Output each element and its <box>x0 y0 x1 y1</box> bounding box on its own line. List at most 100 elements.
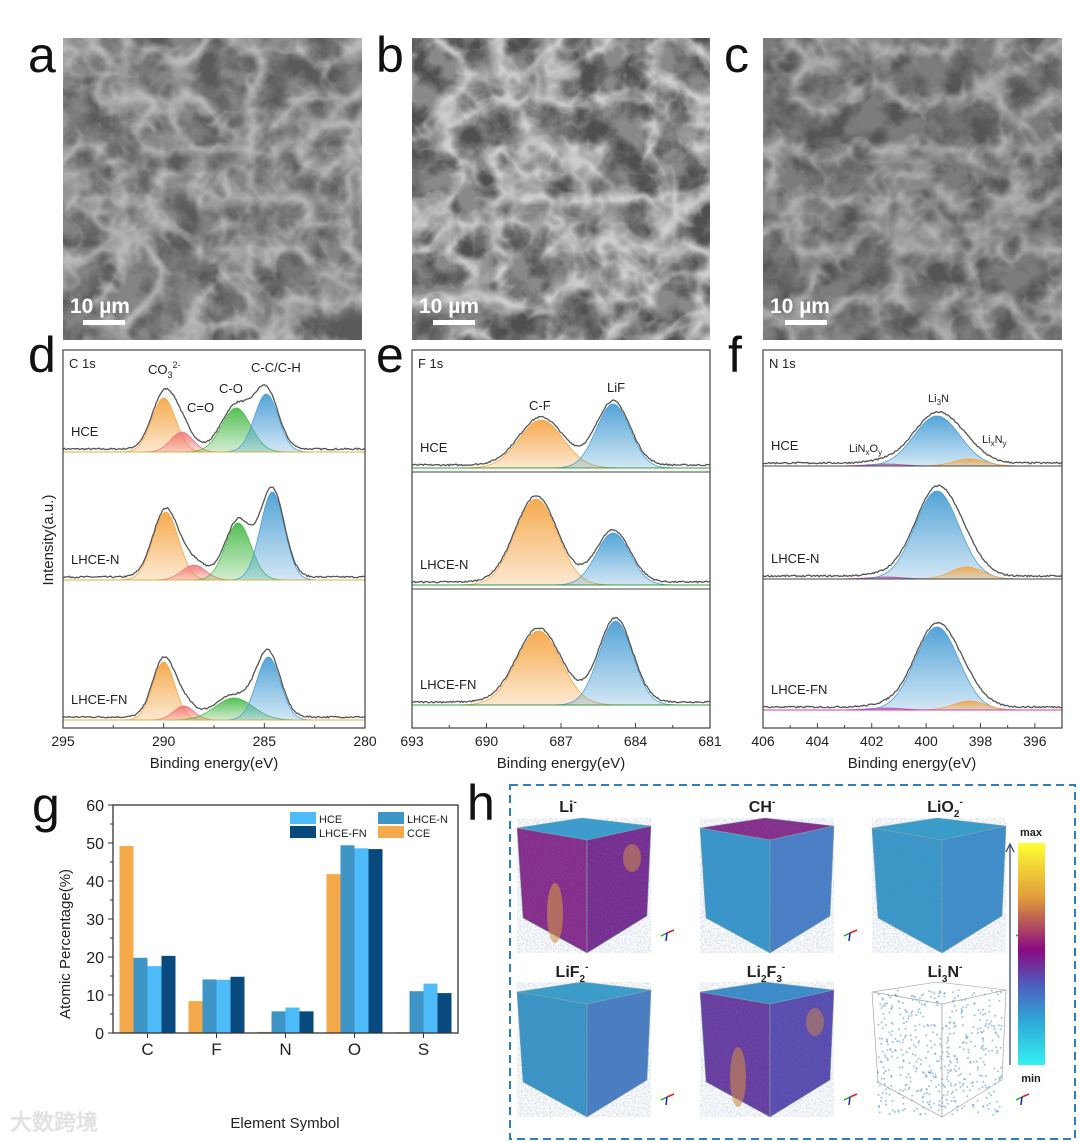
sample-label: LHCE-N <box>71 552 119 567</box>
y-tick-label: 60 <box>86 798 104 815</box>
point <box>919 1012 922 1014</box>
point <box>984 1025 987 1027</box>
peak-label-c-double-o: C=O <box>187 400 214 415</box>
point <box>994 1014 997 1017</box>
point <box>996 1050 999 1052</box>
cube-speckle <box>517 818 651 953</box>
point <box>938 1100 941 1102</box>
x-tick-label: C <box>141 1040 153 1059</box>
panel-letter-h: h <box>467 775 495 831</box>
point <box>890 1055 893 1058</box>
point <box>930 1106 933 1109</box>
point <box>924 1057 927 1059</box>
point <box>926 1091 928 1094</box>
point <box>973 1014 976 1017</box>
point <box>995 1051 998 1054</box>
point <box>902 1102 905 1105</box>
point <box>938 1090 941 1093</box>
point <box>930 991 933 993</box>
point <box>985 1022 988 1025</box>
point <box>983 1063 986 1066</box>
sample-label: HCE <box>771 438 799 453</box>
point <box>891 1050 894 1053</box>
point <box>998 1078 1001 1081</box>
point <box>909 1076 912 1079</box>
cube-speckle <box>517 982 651 1117</box>
point <box>961 1042 964 1045</box>
point <box>894 994 897 997</box>
sem-ridges <box>763 38 1062 340</box>
panel-letter-g: g <box>32 777 60 833</box>
legend-swatch <box>290 826 316 838</box>
point <box>935 1086 938 1088</box>
point <box>953 1084 956 1087</box>
point <box>915 1067 918 1070</box>
cube-label-ch: CH- <box>749 797 775 816</box>
point <box>954 1064 957 1067</box>
y-axis-label: Intensity(a.u.) <box>40 495 57 586</box>
point <box>946 1055 949 1058</box>
point <box>891 1109 894 1112</box>
point <box>981 1013 984 1016</box>
tof-sims-cube <box>871 981 1030 1118</box>
point <box>971 1085 974 1088</box>
point <box>978 1019 981 1021</box>
point <box>886 1048 889 1051</box>
point <box>961 1084 964 1087</box>
point <box>938 995 940 998</box>
point <box>888 1031 891 1034</box>
point <box>982 1081 985 1083</box>
point <box>928 990 931 993</box>
atomic-percentage-bar-chart: C F N O S 0 10 20 30 40 50 60 HCE LHCE-N LHCE-FN CCE <box>86 798 459 1059</box>
point <box>953 1055 956 1058</box>
legend-swatch <box>290 812 316 824</box>
colorbar-gradient <box>1018 843 1045 1065</box>
point <box>988 1010 991 1013</box>
point <box>904 1084 907 1087</box>
point <box>965 1041 968 1044</box>
point <box>880 1060 883 1063</box>
point <box>884 1070 887 1073</box>
point <box>945 1078 948 1081</box>
y-tick-label: 40 <box>86 874 104 891</box>
point <box>947 1046 950 1049</box>
point <box>928 1065 931 1068</box>
point <box>984 1075 987 1078</box>
point <box>956 1105 959 1108</box>
point <box>957 989 960 992</box>
point <box>911 1094 914 1097</box>
point <box>962 1082 965 1085</box>
axes-triad-icon <box>843 929 858 942</box>
point <box>988 1102 991 1105</box>
sem-panel-b: 10 µm <box>412 38 710 340</box>
point <box>944 1086 946 1089</box>
cube-speckle <box>872 818 1006 953</box>
x-tick-label: 396 <box>1023 733 1047 749</box>
x-tick-label: N <box>279 1040 291 1059</box>
bar-cce-c <box>119 846 134 1033</box>
point <box>981 1074 984 1077</box>
point <box>953 1068 956 1071</box>
point <box>924 1004 926 1007</box>
measured-spectrum <box>62 486 366 579</box>
point <box>932 1031 935 1034</box>
point <box>883 1077 886 1080</box>
x-axis-label: Binding energy(eV) <box>848 755 976 772</box>
point <box>930 1024 933 1027</box>
point <box>993 1025 996 1028</box>
legend-label: LHCE-FN <box>319 828 367 840</box>
point <box>955 1083 958 1086</box>
point <box>979 1027 982 1030</box>
point <box>884 1088 887 1091</box>
point <box>985 1086 988 1089</box>
point <box>976 1031 979 1034</box>
point <box>878 1084 881 1087</box>
point <box>955 1070 958 1073</box>
sample-label: HCE <box>71 424 99 439</box>
scale-bar <box>785 320 827 325</box>
point <box>981 1047 983 1050</box>
point <box>898 1110 901 1113</box>
point <box>940 1105 942 1108</box>
point <box>880 1099 883 1102</box>
